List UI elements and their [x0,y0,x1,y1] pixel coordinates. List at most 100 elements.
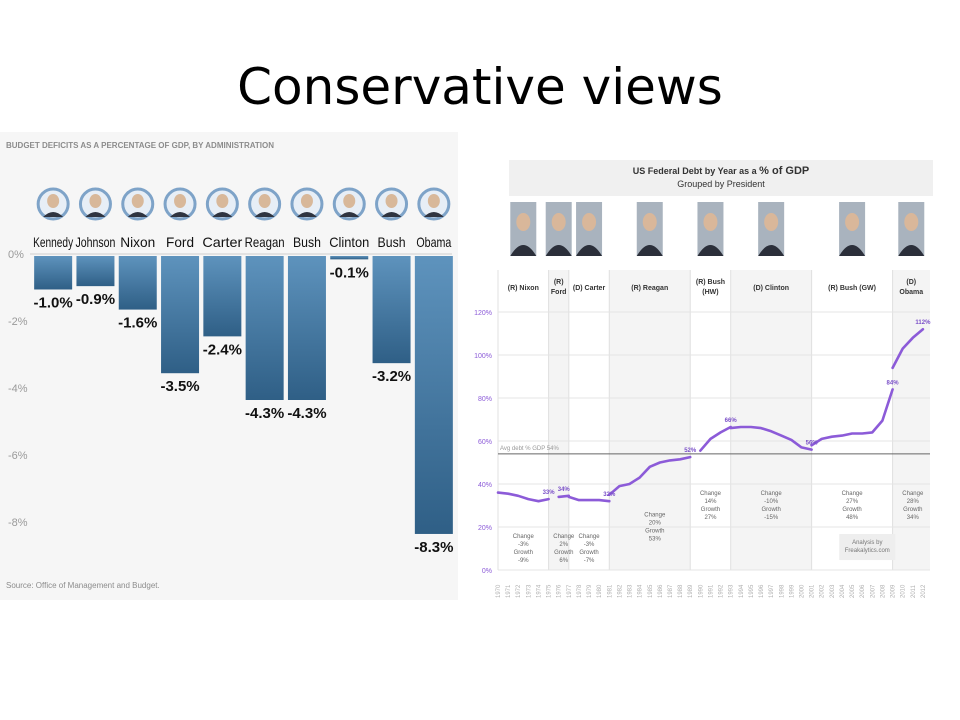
deficit-bar [203,256,242,337]
deficit-value-label: -1.6% [118,315,157,332]
portrait-face-icon [642,213,657,231]
x-tick-label: 1976 [557,584,563,598]
deficit-value-label: -3.2% [372,368,411,385]
data-label: 66% [725,418,738,424]
portrait-suit-icon [381,212,402,217]
president-header-line2: Ford [551,289,567,296]
x-tick-label: 2006 [860,584,866,598]
change-note-line: 27% [846,499,859,505]
portrait-face-icon [89,194,102,208]
portrait-face-icon [343,194,356,208]
x-tick-label: 1989 [688,584,694,598]
portrait-suit-icon [576,245,603,256]
deficit-value-label: -8.3% [414,539,453,556]
deficit-value-label: -4.3% [245,405,284,422]
president-header: (R) Bush (GW) [828,285,876,292]
x-tick-label: 2008 [880,584,886,598]
y-tick-label: 20% [478,525,492,532]
x-tick-label: 1995 [749,584,755,598]
president-name: Kennedy [33,234,73,250]
president-header: (R) Bush [696,279,725,286]
portrait-suit-icon [43,212,64,217]
president-header: (R) Nixon [508,285,539,292]
portrait-face-icon [845,213,860,231]
title-banner [509,160,933,196]
x-tick-label: 1988 [678,584,684,598]
portrait-suit-icon [839,245,866,256]
portrait-suit-icon [510,245,537,256]
x-tick-label: 2009 [891,584,897,598]
change-note-line: Growth [554,550,573,556]
president-name: Nixon [120,234,155,250]
portrait-suit-icon [170,212,191,217]
change-note-line: Growth [842,507,861,513]
x-tick-label: 1977 [567,584,573,598]
change-note-line: 34% [907,515,920,521]
portrait-face-icon [427,194,440,208]
deficit-value-label: -2.4% [203,341,242,358]
president-header: (D) Clinton [753,285,789,292]
president-band [892,270,930,570]
data-label: 84% [887,380,900,386]
data-label: 52% [684,448,697,454]
y-tick-label: 100% [474,353,492,360]
deficit-bar [34,256,73,290]
deficit-value-label: -3.5% [160,378,199,395]
portrait-suit-icon [212,212,233,217]
change-note-line: 48% [846,515,859,521]
change-note-line: Change [700,491,722,497]
debt-chart-svg: US Federal Debt by Year as a % of GDP Gro… [461,160,933,598]
portrait-face-icon [516,213,531,231]
x-tick-label: 2002 [820,584,826,598]
x-tick-label: 1974 [536,584,542,598]
y-tick-label: -4% [8,383,28,395]
x-tick-label: 1970 [496,584,502,598]
x-tick-label: 1983 [628,584,634,598]
change-note-line: Change [579,534,601,540]
credit-line: Freakalytics.com [845,548,890,554]
portrait-suit-icon [758,245,785,256]
chart-title: BUDGET DEFICITS AS A PERCENTAGE OF GDP, … [6,141,274,150]
change-note-line: Growth [701,507,720,513]
deficit-chart: BUDGET DEFICITS AS A PERCENTAGE OF GDP, … [0,132,458,600]
change-note-line: 6% [559,558,568,564]
portrait-face-icon [551,213,566,231]
president-header: (R) Reagan [631,285,668,292]
debt-line-segment [496,491,550,503]
portrait-suit-icon [254,212,275,217]
x-tick-label: 1978 [577,584,583,598]
x-tick-label: 1980 [597,584,603,598]
deficit-value-label: -0.9% [76,291,115,308]
president-band [730,270,812,570]
x-tick-label: 1979 [587,584,593,598]
president-band [609,270,691,570]
debt-line-segment [567,495,611,503]
chart-title: US Federal Debt by Year as a % of GDP [633,165,810,177]
president-name: Ford [166,234,194,250]
change-note-line: 27% [704,515,717,521]
president-header: (D) [906,279,916,286]
x-tick-label: 1997 [769,584,775,598]
slide-title: Conservative views [237,58,723,116]
y-tick-label: -2% [8,316,28,328]
portrait-face-icon [131,194,144,208]
change-note-line: 14% [704,499,717,505]
x-tick-label: 1993 [729,584,735,598]
portrait-face-icon [764,213,779,231]
x-tick-label: 2001 [810,584,816,598]
portrait-face-icon [174,194,187,208]
deficit-value-label: -0.1% [330,264,369,281]
y-axis-label: US Debt as % of GDP [468,400,470,482]
president-header: (R) [554,279,564,286]
x-tick-label: 1987 [668,584,674,598]
x-tick-label: 1996 [759,584,765,598]
portrait-suit-icon [898,245,925,256]
change-note-line: -9% [518,558,529,564]
portrait-face-icon [703,213,718,231]
x-tick-label: 2003 [830,584,836,598]
change-note-line: 20% [649,520,662,526]
change-note-line: -3% [584,542,595,548]
y-tick-label: 80% [478,396,492,403]
portrait-face-icon [47,194,60,208]
data-label: 112% [915,320,931,326]
